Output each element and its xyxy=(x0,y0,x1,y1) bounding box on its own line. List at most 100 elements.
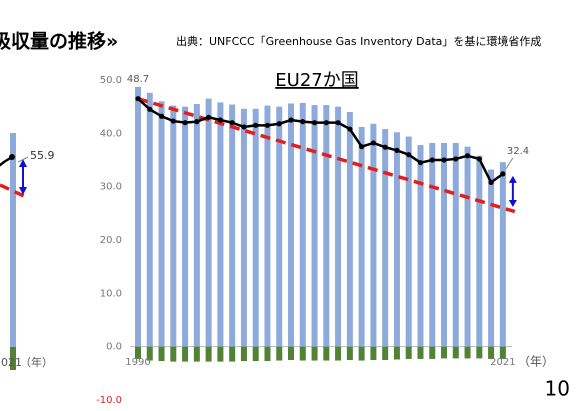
net-point xyxy=(170,118,176,124)
bar xyxy=(382,129,389,347)
bar xyxy=(323,105,330,347)
net-point xyxy=(406,152,412,158)
left-x-label: 2021 xyxy=(0,356,22,369)
bar xyxy=(452,346,459,359)
x-unit: （年） xyxy=(518,355,554,369)
left-x-unit: （年） xyxy=(20,355,53,369)
net-point xyxy=(394,147,400,153)
bar xyxy=(429,346,436,359)
x-tick-label: 1990 xyxy=(125,357,150,368)
bar xyxy=(405,346,412,359)
y-tick-label: 30.0 xyxy=(100,182,122,193)
bar xyxy=(146,92,153,347)
bar xyxy=(135,346,141,359)
net-point xyxy=(453,156,459,162)
bar xyxy=(323,346,330,361)
bar xyxy=(299,102,306,347)
net-point xyxy=(347,126,353,132)
net-point xyxy=(500,171,506,177)
bar xyxy=(276,106,283,347)
bar xyxy=(335,106,342,347)
bar xyxy=(417,145,424,347)
left-bar xyxy=(10,133,16,347)
bar xyxy=(252,108,259,347)
bar xyxy=(499,162,506,347)
bar xyxy=(229,346,236,362)
net-point xyxy=(488,179,494,185)
y-tick-label: 20.0 xyxy=(100,235,122,246)
bar xyxy=(464,346,471,359)
bar xyxy=(205,346,212,362)
bar xyxy=(382,346,389,360)
left-bar-negative xyxy=(10,347,16,370)
net-point xyxy=(476,156,482,162)
bar xyxy=(170,346,177,362)
net-line xyxy=(137,97,504,185)
bar xyxy=(229,104,236,347)
bar xyxy=(276,346,283,361)
bar xyxy=(288,103,295,347)
net-point xyxy=(229,120,235,126)
data-label: 32.4 xyxy=(507,146,529,157)
net-point xyxy=(300,119,306,125)
bar xyxy=(464,146,471,347)
net-point xyxy=(311,120,318,126)
bar xyxy=(170,105,177,347)
net-point xyxy=(158,113,165,119)
x-tick-label: 2021 xyxy=(490,357,515,368)
bar xyxy=(264,346,271,362)
page-number: 10 xyxy=(545,377,570,401)
net-point xyxy=(206,114,212,120)
bar xyxy=(335,346,342,361)
net-point xyxy=(441,157,447,163)
y-tick-label: 40.0 xyxy=(100,128,122,139)
bar xyxy=(499,346,506,359)
bar xyxy=(441,142,448,347)
bar xyxy=(417,346,424,359)
left-point xyxy=(9,154,15,160)
bar xyxy=(358,126,365,347)
bar xyxy=(476,155,483,347)
bar xyxy=(146,346,153,361)
bar xyxy=(205,98,212,347)
net-point xyxy=(288,117,294,123)
net-point xyxy=(264,122,271,128)
bar xyxy=(252,346,259,362)
bar xyxy=(311,105,318,347)
bar xyxy=(264,105,271,347)
net-point xyxy=(194,119,200,125)
bar xyxy=(240,346,247,362)
bar xyxy=(441,346,448,359)
net-point xyxy=(429,157,435,163)
net-point xyxy=(217,117,223,123)
left-arrowheads xyxy=(19,159,27,195)
y-tick-label: 10.0 xyxy=(100,288,122,299)
net-point xyxy=(382,144,388,150)
bar xyxy=(370,346,377,360)
data-label: 48.7 xyxy=(127,74,149,85)
bar xyxy=(488,346,495,359)
net-point xyxy=(253,122,259,128)
bar xyxy=(476,346,483,359)
gap-arrowheads xyxy=(508,175,517,207)
slide-title: 吸収量の推移» xyxy=(0,30,118,53)
bar xyxy=(405,136,412,347)
bar xyxy=(193,346,200,362)
bar xyxy=(311,346,318,361)
bar xyxy=(488,169,495,347)
trend-line xyxy=(137,96,516,214)
net-point xyxy=(182,120,188,126)
left-leader xyxy=(17,156,29,163)
bar xyxy=(452,142,459,347)
bar xyxy=(240,108,247,347)
net-point xyxy=(135,96,141,102)
bar xyxy=(135,86,141,347)
chart-title: EU27か国 xyxy=(275,70,358,91)
bar xyxy=(158,346,165,362)
bar xyxy=(182,106,189,347)
bar xyxy=(288,346,295,360)
net-point xyxy=(370,140,376,146)
bar xyxy=(346,346,353,360)
net-point xyxy=(241,124,247,130)
